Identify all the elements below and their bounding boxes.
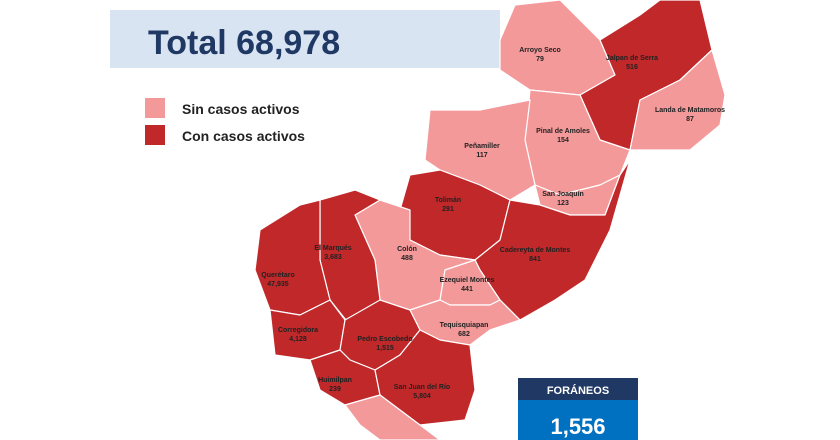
region-name: Pedro Escobedo [357, 336, 412, 343]
region-count: 123 [557, 200, 569, 207]
region-name: Landa de Matamoros [655, 107, 725, 114]
region-name: Huimilpan [318, 377, 352, 384]
region-name: Corregidora [278, 327, 318, 334]
region-name: San Juan del Río [394, 384, 450, 391]
map [254, 0, 726, 440]
foraneos-box [518, 400, 638, 440]
region-name: Pinal de Amoles [536, 128, 590, 135]
title-box [110, 10, 500, 68]
title: Total 68,978 [148, 24, 340, 62]
region-count: 5,804 [413, 393, 431, 400]
region-count: 47,935 [267, 281, 289, 288]
region-name: Peñamiller [464, 143, 500, 150]
region-name: Jalpan de Serra [606, 55, 658, 62]
region-labels: Arroyo Seco 79 Jalpan de Serra 516 Landa de … [261, 47, 725, 400]
region-count: 841 [529, 256, 541, 263]
region-name: Colón [397, 246, 417, 253]
region-count: 87 [686, 116, 694, 123]
legend-swatch [145, 98, 165, 118]
region-count: 117 [476, 152, 487, 159]
region-name: Ezequiel Montes [440, 277, 495, 284]
region-count: 239 [329, 386, 341, 393]
foraneos-label: FORÁNEOS [547, 384, 609, 397]
foraneos-value: 1,556 [550, 414, 605, 439]
legend-label: Sin casos activos [182, 101, 300, 117]
region-count: 682 [458, 331, 470, 338]
region [254, 199, 331, 316]
region [344, 394, 441, 440]
region-count: 79 [536, 56, 544, 63]
legend-swatch [145, 125, 165, 145]
region-name: Tolimán [435, 197, 461, 204]
region-count: 441 [461, 286, 473, 293]
region-count: 154 [557, 137, 569, 144]
region-count: 4,128 [289, 336, 307, 343]
foraneos-header [518, 378, 638, 400]
region-name: Cadereyta de Montes [500, 247, 571, 254]
region-name: El Marqués [314, 245, 351, 252]
region-name: Tequisquiapan [440, 322, 489, 329]
region-name: Arroyo Seco [519, 47, 561, 54]
region-name: San Joaquín [542, 191, 584, 198]
region [629, 49, 726, 151]
region-count: 516 [626, 64, 638, 71]
region-count: 3,683 [324, 254, 342, 261]
region-count: 1,515 [376, 345, 394, 352]
region-name: Querétaro [261, 272, 294, 279]
region-count: 488 [401, 255, 413, 262]
region [424, 99, 536, 201]
legend-label: Con casos activos [182, 128, 305, 144]
region-count: 291 [442, 206, 454, 213]
